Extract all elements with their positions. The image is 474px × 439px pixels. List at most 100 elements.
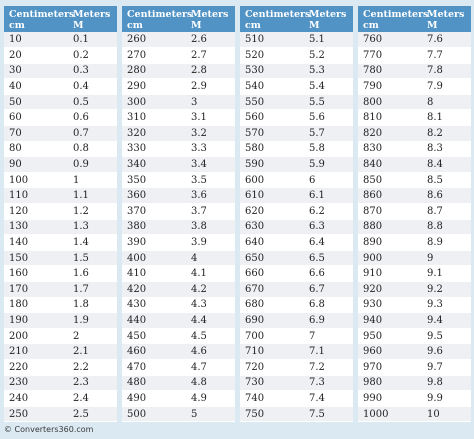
- table-row: 670 6.7: [240, 281, 353, 298]
- table-row: 870 8.7: [358, 203, 471, 220]
- table-row: 540 5.4: [240, 78, 353, 95]
- table-row: 700 7: [240, 328, 353, 345]
- meters-cell: 0.9: [68, 156, 117, 173]
- meters-cell: 7.8: [422, 63, 471, 80]
- centimeters-cell: 820: [358, 125, 422, 142]
- meters-cell: 6.5: [304, 250, 353, 267]
- table-row: 780 7.8: [358, 63, 471, 80]
- centimeters-cell: 550: [240, 94, 304, 111]
- table-row: 750 7.5: [240, 406, 353, 423]
- meters-cell: 7: [304, 328, 353, 345]
- centimeters-header-line: cm: [127, 20, 143, 31]
- table-row: 510 5.1: [240, 32, 353, 49]
- meters-cell: 9: [422, 250, 471, 267]
- centimeters-cell: 420: [122, 281, 186, 298]
- meters-cell: 9.1: [422, 265, 471, 282]
- table-row: 890 8.9: [358, 234, 471, 251]
- centimeters-cell: 160: [4, 265, 68, 282]
- table-row: 20 0.2: [4, 47, 117, 64]
- centimeters-cell: 210: [4, 343, 68, 360]
- table-row: 320 3.2: [122, 125, 235, 142]
- table-row: 640 6.4: [240, 234, 353, 251]
- centimeters-header: Centimeters cm: [358, 6, 428, 32]
- meters-header: Meters M: [304, 6, 353, 32]
- header-row: Centimeters cm Meters M: [358, 6, 471, 32]
- meters-cell: 9.4: [422, 312, 471, 329]
- meters-header-line: M: [427, 20, 438, 31]
- centimeters-cell: 630: [240, 219, 304, 236]
- table-row: 190 1.9: [4, 312, 117, 329]
- table-row: 470 4.7: [122, 359, 235, 376]
- meters-cell: 1.8: [68, 297, 117, 314]
- centimeters-cell: 790: [358, 78, 422, 95]
- meters-cell: 5.3: [304, 63, 353, 80]
- table-row: 880 8.8: [358, 219, 471, 236]
- meters-cell: 5.1: [304, 32, 353, 49]
- centimeters-cell: 400: [122, 250, 186, 267]
- table-row: 60 0.6: [4, 109, 117, 127]
- table-row: 760 7.6: [358, 32, 471, 49]
- table-row: 290 2.9: [122, 78, 235, 95]
- meters-cell: 0.2: [68, 47, 117, 64]
- meters-cell: 5.8: [304, 141, 353, 158]
- meters-cell: 5.2: [304, 47, 353, 64]
- table-row: 550 5.5: [240, 94, 353, 111]
- table-row: 970 9.7: [358, 359, 471, 376]
- centimeters-cell: 970: [358, 359, 422, 376]
- table-row: 490 4.9: [122, 390, 235, 407]
- conversion-table-4: Centimeters cm Meters M 760 7.6 770 7.7 780 7.8 79…: [358, 6, 471, 423]
- centimeters-cell: 670: [240, 281, 304, 298]
- centimeters-cell: 330: [122, 141, 186, 158]
- table-row: 690 6.9: [240, 312, 353, 329]
- centimeters-cell: 110: [4, 187, 68, 205]
- meters-cell: 3.8: [186, 219, 235, 236]
- meters-cell: 3: [186, 94, 235, 111]
- meters-cell: 0.1: [68, 32, 117, 49]
- centimeters-cell: 920: [358, 281, 422, 298]
- centimeters-cell: 750: [240, 406, 304, 423]
- centimeters-cell: 410: [122, 265, 186, 282]
- table-row: 430 4.3: [122, 297, 235, 314]
- centimeters-cell: 280: [122, 63, 186, 80]
- centimeters-cell: 770: [358, 47, 422, 64]
- table-row: 130 1.3: [4, 219, 117, 236]
- table-row: 680 6.8: [240, 297, 353, 314]
- meters-cell: 6.7: [304, 281, 353, 298]
- centimeters-cell: 380: [122, 219, 186, 236]
- meters-cell: 2.3: [68, 375, 117, 392]
- meters-cell: 2.4: [68, 390, 117, 407]
- centimeters-cell: 510: [240, 32, 304, 49]
- centimeters-cell: 350: [122, 172, 186, 189]
- meters-header-line: Meters: [73, 9, 111, 20]
- table-row: 840 8.4: [358, 156, 471, 173]
- centimeters-cell: 1000: [358, 406, 422, 423]
- meters-cell: 9.5: [422, 328, 471, 345]
- table-row: 250 2.5: [4, 406, 117, 423]
- centimeters-cell: 260: [122, 32, 186, 49]
- centimeters-cell: 170: [4, 281, 68, 298]
- table-row: 560 5.6: [240, 109, 353, 127]
- centimeters-cell: 690: [240, 312, 304, 329]
- table-row: 570 5.7: [240, 125, 353, 142]
- table-row: 730 7.3: [240, 375, 353, 392]
- meters-cell: 4.8: [186, 375, 235, 392]
- meters-cell: 0.7: [68, 125, 117, 142]
- centimeters-cell: 950: [358, 328, 422, 345]
- meters-cell: 5: [186, 406, 235, 423]
- table-row: 930 9.3: [358, 297, 471, 314]
- meters-cell: 3.1: [186, 109, 235, 127]
- meters-header-line: Meters: [191, 9, 229, 20]
- centimeters-cell: 30: [4, 63, 68, 80]
- centimeters-cell: 140: [4, 234, 68, 251]
- table-row: 370 3.7: [122, 203, 235, 220]
- table-row: 420 4.2: [122, 281, 235, 298]
- centimeters-cell: 560: [240, 109, 304, 127]
- table-row: 260 2.6: [122, 32, 235, 49]
- meters-cell: 6.2: [304, 203, 353, 220]
- table-row: 330 3.3: [122, 141, 235, 158]
- table-row: 800 8: [358, 94, 471, 111]
- table-row: 340 3.4: [122, 156, 235, 173]
- meters-cell: 7.9: [422, 78, 471, 95]
- meters-cell: 2.7: [186, 47, 235, 64]
- centimeters-header-line: Centimeters: [127, 9, 193, 20]
